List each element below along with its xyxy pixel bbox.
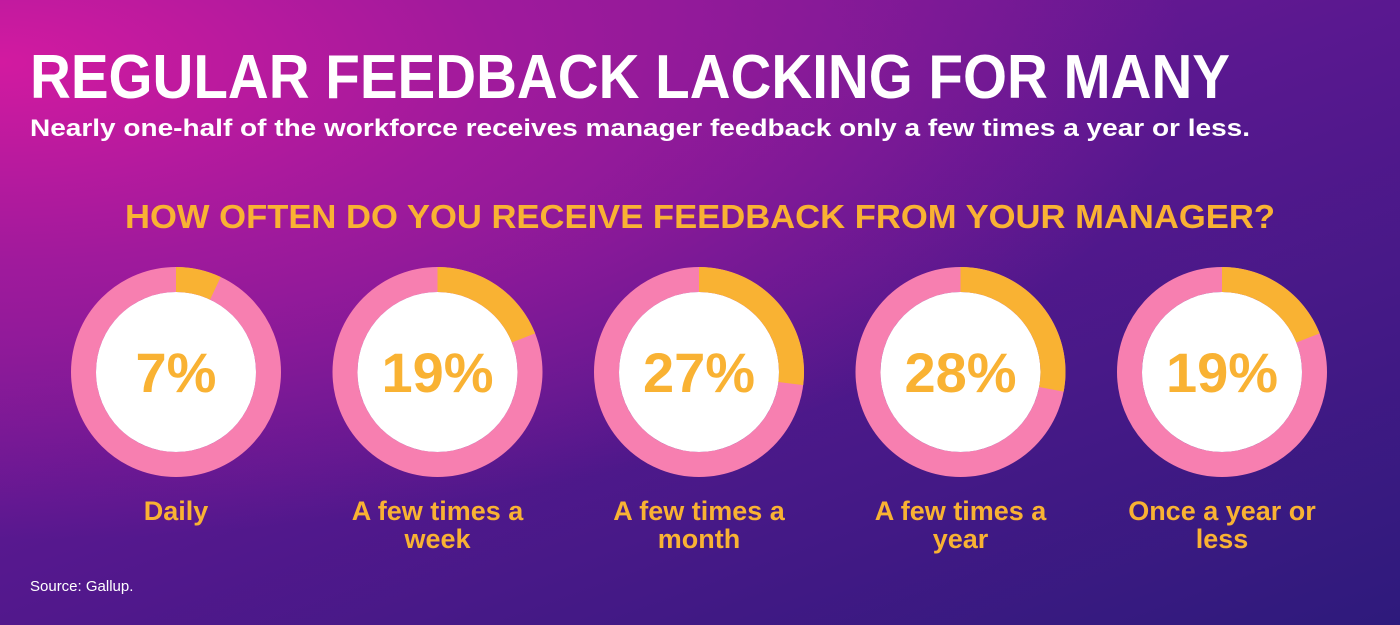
value-label: 19%: [381, 341, 493, 404]
donut-arc: [176, 267, 221, 300]
donut-arc: [437, 267, 536, 343]
donut-center: [619, 292, 779, 452]
value-label: 27%: [643, 341, 755, 404]
donut-center: [357, 292, 518, 452]
donut-center: [1142, 292, 1302, 452]
question: HOW OFTEN DO YOU RECEIVE FEEDBACK FROM Y…: [125, 198, 1275, 235]
category-label: A few times a year: [874, 496, 1047, 554]
value-label: 19%: [1166, 341, 1278, 404]
value-label: 7%: [136, 341, 217, 404]
category-label: A few times a week: [351, 496, 524, 554]
category-label: Once a year or less: [1128, 496, 1316, 554]
donut-arc: [699, 267, 804, 386]
donut-arc: [1222, 267, 1320, 343]
donut-center: [880, 292, 1041, 452]
donut-center: [96, 292, 256, 452]
value-label: 28%: [904, 341, 1016, 404]
category-label: A few times a month: [613, 496, 785, 554]
title: REGULAR FEEDBACK LACKING FOR MANY: [30, 43, 1230, 112]
source: Source: Gallup.: [30, 578, 134, 595]
category-label: Daily: [143, 496, 209, 526]
subtitle: Nearly one-half of the workforce receive…: [30, 115, 1250, 142]
donut-arc: [960, 267, 1066, 392]
